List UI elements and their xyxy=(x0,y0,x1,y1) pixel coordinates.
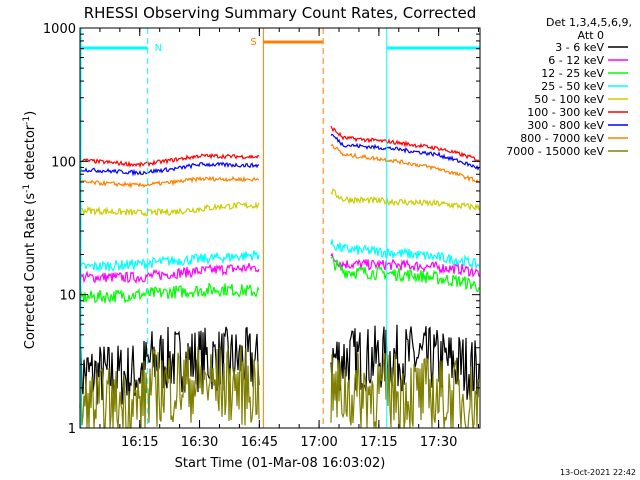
y-tick-label: 100 xyxy=(51,155,76,170)
saa-label: S xyxy=(250,37,256,48)
legend-header-2: Att 0 xyxy=(578,29,604,42)
legend-label: 300 - 800 keV xyxy=(527,119,604,132)
night-label: N xyxy=(155,43,162,54)
x-tick-label: 16:15 xyxy=(121,435,158,450)
legend-item: 3 - 6 keV xyxy=(555,41,628,54)
plot-frame xyxy=(79,27,481,429)
legend-label: 25 - 50 keV xyxy=(541,80,604,93)
series-segment xyxy=(79,153,260,169)
series-segment xyxy=(79,282,260,304)
series-25-50-keV-trace xyxy=(79,239,480,273)
legend-label: 6 - 12 keV xyxy=(548,54,604,67)
legend-item: 300 - 800 keV xyxy=(527,119,628,132)
x-tick-label: 16:30 xyxy=(181,435,218,450)
series-segment xyxy=(330,252,480,278)
x-axis-label: Start Time (01-Mar-08 16:03:02) xyxy=(175,456,386,471)
series-segment xyxy=(79,201,260,217)
legend-header-1: Det 1,3,4,5,6,9, xyxy=(546,16,632,29)
series-segment xyxy=(330,187,480,211)
legend-item: 25 - 50 keV xyxy=(541,80,628,93)
legend-item: 100 - 300 keV xyxy=(527,106,628,119)
series-segment xyxy=(79,175,260,189)
series-50-100-keV-trace xyxy=(79,187,480,217)
series-800-7000-keV-trace xyxy=(79,143,480,189)
x-tick-label: 17:30 xyxy=(420,435,457,450)
legend-item: 50 - 100 keV xyxy=(534,93,628,106)
legend-label: 12 - 25 keV xyxy=(541,67,604,80)
x-axis-ticks: 16:15 16:30 16:45 17:00 17:15 17:30 xyxy=(99,28,479,450)
series-segment xyxy=(79,161,259,177)
y-tick-label: 1 xyxy=(68,422,76,437)
y-axis-ticks: 1 10 100 1000 xyxy=(43,22,480,437)
series-12-25-keV-trace xyxy=(79,256,480,304)
chart-title: RHESSI Observing Summary Count Rates, Co… xyxy=(84,4,477,22)
annotation-layer: NS xyxy=(80,28,481,428)
series-segment xyxy=(79,250,260,273)
series-segment xyxy=(330,125,480,162)
series-6-12-keV-trace xyxy=(79,252,480,284)
series-segment xyxy=(330,353,480,430)
x-tick-label: 16:45 xyxy=(241,435,278,450)
legend-item: 6 - 12 keV xyxy=(548,54,628,67)
y-tick-label: 1000 xyxy=(43,22,76,37)
legend-label: 50 - 100 keV xyxy=(534,93,604,106)
y-axis-label: Corrected Count Rate (s-1 detector-1) xyxy=(22,111,38,349)
series-segment xyxy=(330,133,480,171)
series-segment xyxy=(79,263,260,284)
series-layer xyxy=(79,125,480,430)
legend-item: 7000 - 15000 keV xyxy=(506,145,628,158)
series-segment xyxy=(330,143,480,184)
y-tick-label: 10 xyxy=(59,289,76,304)
legend-label: 800 - 7000 keV xyxy=(520,132,604,145)
x-tick-label: 17:00 xyxy=(300,435,337,450)
legend-label: 7000 - 15000 keV xyxy=(506,145,604,158)
series-segment xyxy=(79,346,260,429)
legend-item: 12 - 25 keV xyxy=(541,67,628,80)
series-7000-15000-keV-trace xyxy=(79,346,480,430)
legend-item: 800 - 7000 keV xyxy=(520,132,628,145)
series-segment xyxy=(330,239,480,269)
series-segment xyxy=(330,324,480,400)
series-300-800-keV-trace xyxy=(79,133,480,177)
legend-label: 100 - 300 keV xyxy=(527,106,604,119)
series-100-300-keV-trace xyxy=(79,125,480,169)
x-tick-label: 17:15 xyxy=(360,435,397,450)
legend-label: 3 - 6 keV xyxy=(555,41,604,54)
axes-layer xyxy=(79,27,481,429)
series-segment xyxy=(330,256,480,293)
timestamp: 13-Oct-2021 22:42 xyxy=(560,468,636,477)
